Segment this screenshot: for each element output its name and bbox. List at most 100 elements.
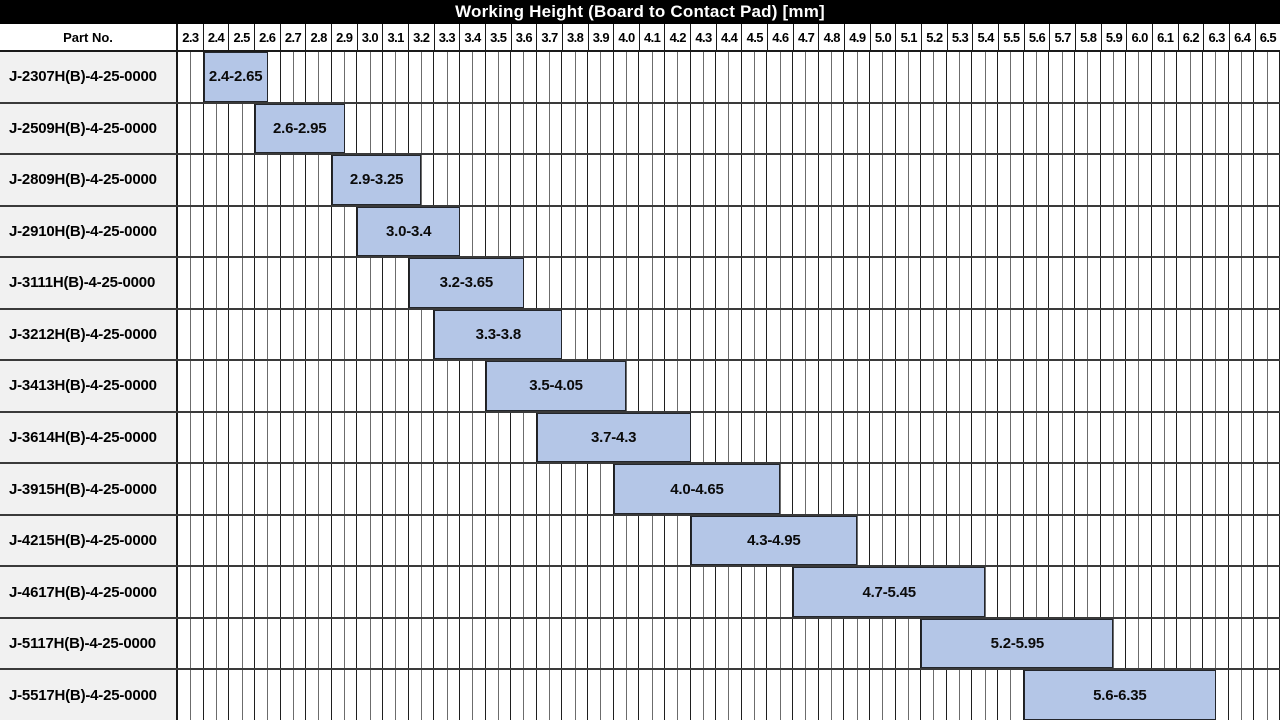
part-number-label: J-4215H(B)-4-25-0000: [0, 515, 178, 566]
grid-cell: [793, 670, 819, 720]
grid-cell: [434, 464, 460, 514]
grid-cell: [998, 361, 1024, 411]
grid-cell: [409, 103, 435, 154]
grid-cell: [819, 412, 845, 463]
grid-cell: [1152, 258, 1178, 308]
grid-cell: [229, 103, 255, 154]
grid-cell: [306, 52, 332, 102]
grid-cell: [614, 670, 640, 720]
grid-cell: [1254, 515, 1280, 566]
grid-cell: [998, 52, 1024, 102]
part-number-label: J-5517H(B)-4-25-0000: [0, 670, 178, 720]
grid-cell: [614, 618, 640, 669]
range-bar: 4.0-4.65: [613, 464, 781, 514]
range-bar: 5.2-5.95: [921, 618, 1114, 669]
axis-tick-label: 2.4: [204, 24, 230, 50]
grid-cell: [639, 361, 665, 411]
grid-cell: [1152, 515, 1178, 566]
part-number-label: J-3111H(B)-4-25-0000: [0, 258, 178, 308]
grid-cell: [691, 361, 717, 411]
grid-cell: [1152, 361, 1178, 411]
grid-cell: [1126, 258, 1152, 308]
grid-cell: [819, 618, 845, 669]
grid-cell: [742, 361, 768, 411]
axis-tick-label: 5.1: [896, 24, 923, 50]
grid-cell: [639, 155, 665, 205]
grid-cell: [178, 567, 204, 617]
grid-cell: [486, 155, 512, 205]
grid-cell: [1229, 52, 1255, 102]
grid-cell: [486, 206, 512, 257]
grid-cell: [1152, 103, 1178, 154]
grid-cell: [229, 155, 255, 205]
grid-cell: [588, 670, 614, 720]
row-chart-area: 3.2-3.65: [178, 258, 1280, 308]
grid-cell: [870, 361, 896, 411]
grid-cell: [896, 52, 922, 102]
part-no-column-header: Part No.: [0, 24, 178, 50]
grid-cell: [819, 258, 845, 308]
row-chart-area: 4.0-4.65: [178, 464, 1280, 514]
grid-cell: [819, 206, 845, 257]
grid-cell: [486, 103, 512, 154]
grid-cell: [665, 258, 691, 308]
axis-tick-label: 4.0: [614, 24, 640, 50]
grid-cell: [639, 52, 665, 102]
grid-cell: [1049, 155, 1075, 205]
range-bar-label: 3.7-4.3: [591, 428, 637, 446]
grid-cell: [588, 103, 614, 154]
grid-cell: [716, 155, 742, 205]
grid-cell: [1152, 155, 1178, 205]
grid-cell: [1177, 361, 1203, 411]
grid-cell: [204, 670, 230, 720]
grid-cell: [639, 103, 665, 154]
grid-cell: [1254, 567, 1280, 617]
grid-cell: [793, 258, 819, 308]
grid-cell: [562, 567, 588, 617]
grid-cell: [1024, 258, 1050, 308]
grid-cell: [409, 464, 435, 514]
grid-cell: [511, 412, 537, 463]
axis-tick-label: 4.9: [845, 24, 871, 50]
grid-cell: [178, 670, 204, 720]
grid-cell: [896, 258, 922, 308]
grid-cell: [639, 258, 665, 308]
grid-cell: [1177, 309, 1203, 360]
grid-cell: [742, 618, 768, 669]
grid-cell: [767, 155, 793, 205]
part-number-label: J-2910H(B)-4-25-0000: [0, 206, 178, 257]
grid-cell: [1203, 361, 1229, 411]
grid-cell: [409, 670, 435, 720]
grid-cell: [1126, 515, 1152, 566]
grid-cell: [460, 206, 486, 257]
grid-cell: [665, 155, 691, 205]
grid-cell: [306, 309, 332, 360]
table-row: J-4215H(B)-4-25-0000 4.3-4.95: [0, 515, 1280, 568]
grid-cell: [537, 464, 563, 514]
grid-cell: [691, 412, 717, 463]
grid-cell: [357, 618, 383, 669]
grid-cell: [204, 103, 230, 154]
grid-cell: [229, 567, 255, 617]
axis-tick-label: 6.4: [1230, 24, 1256, 50]
grid-cell: [409, 567, 435, 617]
grid-cell: [844, 361, 870, 411]
grid-cell: [665, 618, 691, 669]
grid-cell: [1024, 412, 1050, 463]
grid-cell: [896, 309, 922, 360]
range-bar-label: 5.6-6.35: [1093, 686, 1147, 704]
grid-cell: [460, 361, 486, 411]
range-bar-label: 4.7-5.45: [862, 583, 916, 601]
grid-cell: [947, 670, 973, 720]
grid-cell: [409, 52, 435, 102]
grid-cell: [691, 258, 717, 308]
grid-cell: [972, 670, 998, 720]
row-chart-area: 3.3-3.8: [178, 309, 1280, 360]
range-bar-label: 2.9-3.25: [349, 171, 404, 189]
grid-cell: [1101, 103, 1127, 154]
grid-cell: [460, 52, 486, 102]
grid-cell: [332, 52, 358, 102]
grid-cell: [306, 670, 332, 720]
axis-tick-label: 5.7: [1050, 24, 1076, 50]
grid-cell: [588, 258, 614, 308]
